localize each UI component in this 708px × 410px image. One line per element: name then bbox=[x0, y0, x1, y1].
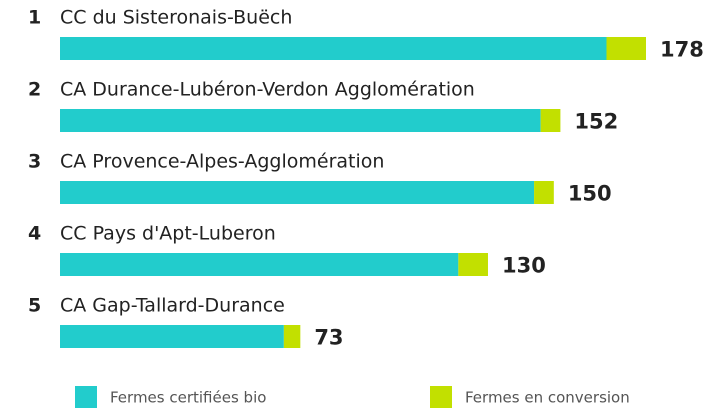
rank: 5 bbox=[28, 295, 41, 317]
category-label: CA Provence-Alpes-Agglomération bbox=[60, 151, 384, 173]
total-label: 73 bbox=[314, 326, 343, 350]
legend-swatch bbox=[430, 386, 452, 408]
category-label: CA Gap-Tallard-Durance bbox=[60, 295, 285, 317]
total-label: 178 bbox=[660, 38, 704, 62]
bar-segment bbox=[60, 253, 459, 276]
rank: 1 bbox=[28, 7, 41, 29]
bar-segment bbox=[60, 181, 535, 204]
total-label: 130 bbox=[502, 254, 546, 278]
category-label: CA Durance-Lubéron-Verdon Agglomération bbox=[60, 79, 475, 101]
bar-segment bbox=[458, 253, 488, 276]
bar-segment bbox=[540, 109, 561, 132]
bar-segment bbox=[60, 37, 607, 60]
rank: 3 bbox=[28, 151, 41, 173]
total-label: 150 bbox=[568, 182, 612, 206]
bar-segment bbox=[534, 181, 554, 204]
rank: 4 bbox=[28, 223, 41, 245]
category-label: CC Pays d'Apt-Luberon bbox=[60, 223, 276, 245]
bar-segment bbox=[283, 325, 301, 348]
legend-label: Fermes en conversion bbox=[465, 389, 630, 407]
total-label: 152 bbox=[574, 110, 618, 134]
rank: 2 bbox=[28, 79, 41, 101]
bar-segment bbox=[60, 109, 541, 132]
legend-label: Fermes certifiées bio bbox=[110, 389, 266, 407]
bar-segment bbox=[606, 37, 646, 60]
category-label: CC du Sisteronais-Buëch bbox=[60, 7, 292, 29]
legend-swatch bbox=[75, 386, 97, 408]
bar-segment bbox=[60, 325, 284, 348]
